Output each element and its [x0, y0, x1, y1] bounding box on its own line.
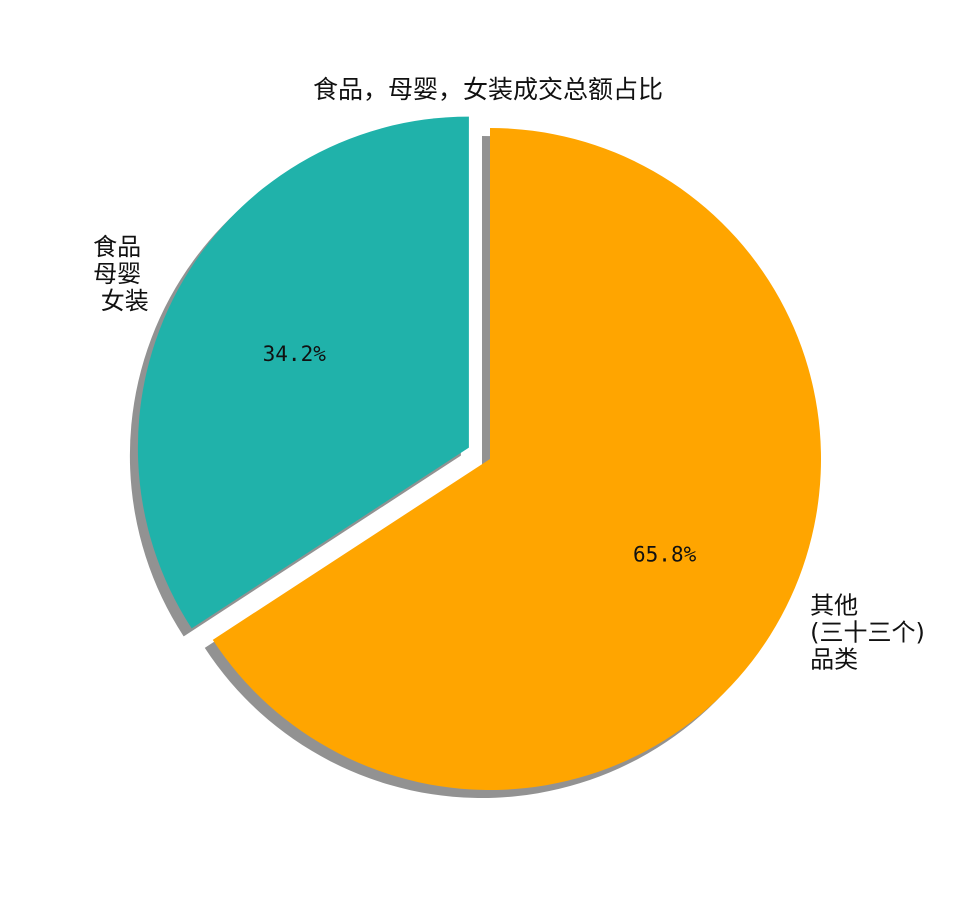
slice-label-line: 其他 — [810, 591, 858, 619]
slice-label-line: 母婴 — [93, 260, 141, 288]
chart-title: 食品，母婴，女装成交总额占比 — [313, 75, 663, 104]
pie-slice-others — [212, 128, 822, 790]
slice-pct-label-food-baby-women: 34.2% — [263, 342, 327, 366]
slice-label-line: 女装 — [101, 287, 149, 315]
slice-label-others: 其他 (三十三个) 品类 — [810, 591, 932, 673]
pie-slices — [137, 116, 822, 790]
slice-pct-label-others: 65.8% — [633, 543, 697, 567]
slice-label-food-baby-women: 食品 母婴 女装 — [93, 233, 149, 315]
slice-label-line: (三十三个) — [810, 618, 925, 646]
slice-label-line: 品类 — [810, 645, 858, 673]
pie-slice-food-baby-women — [137, 116, 469, 629]
slice-label-line: 食品 — [93, 233, 141, 261]
